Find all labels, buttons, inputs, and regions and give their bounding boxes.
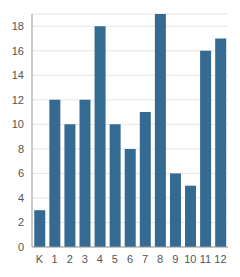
svg-text:3: 3 — [82, 253, 88, 265]
svg-text:12: 12 — [214, 253, 226, 265]
svg-text:6: 6 — [127, 253, 133, 265]
svg-text:K: K — [36, 253, 44, 265]
svg-text:0: 0 — [18, 241, 24, 253]
svg-text:11: 11 — [200, 253, 211, 265]
svg-text:6: 6 — [18, 167, 24, 179]
svg-text:4: 4 — [18, 192, 24, 204]
svg-text:8: 8 — [157, 253, 163, 265]
svg-text:10: 10 — [12, 118, 24, 130]
svg-text:9: 9 — [172, 253, 178, 265]
svg-text:10: 10 — [184, 253, 196, 265]
svg-text:16: 16 — [12, 45, 24, 57]
svg-text:2: 2 — [18, 216, 24, 228]
svg-text:2: 2 — [67, 253, 73, 265]
svg-text:7: 7 — [142, 253, 148, 265]
svg-text:14: 14 — [12, 69, 24, 81]
svg-text:4: 4 — [97, 253, 103, 265]
svg-text:8: 8 — [18, 143, 24, 155]
svg-text:18: 18 — [12, 20, 24, 32]
svg-text:5: 5 — [112, 253, 118, 265]
svg-text:1: 1 — [52, 253, 58, 265]
svg-text:12: 12 — [12, 94, 24, 106]
